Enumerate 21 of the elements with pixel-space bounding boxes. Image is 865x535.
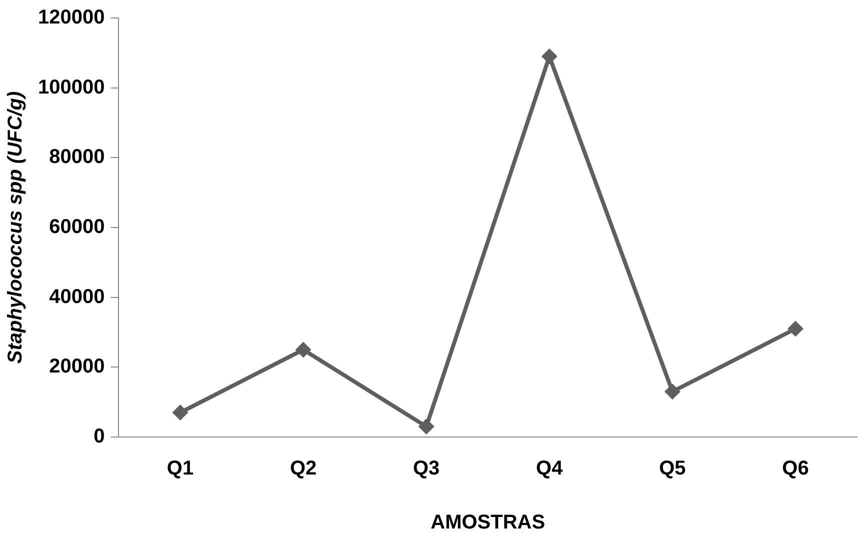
point <box>418 418 434 435</box>
y-tick-label: 0 <box>94 426 105 448</box>
y-tick-label: 80000 <box>49 146 105 168</box>
x-tick-label: Q1 <box>166 458 194 480</box>
y-tick-label: 100000 <box>38 76 105 98</box>
x-tick-label: Q4 <box>536 458 564 480</box>
point <box>172 404 188 421</box>
y-tick-label: 120000 <box>38 6 105 29</box>
x-tick-label: Q2 <box>290 458 317 480</box>
x-tick-label: Q3 <box>413 458 440 480</box>
y-axis-title: Staphylococcus spp (UFC/g) <box>4 91 27 364</box>
y-tick-label: 40000 <box>49 286 105 308</box>
y-tick-label: 20000 <box>49 356 105 378</box>
x-tick-label: Q6 <box>782 458 809 480</box>
point <box>541 48 558 64</box>
point <box>664 384 680 400</box>
x-tick-label: Q5 <box>659 458 686 480</box>
y-tick-label: 60000 <box>49 216 105 238</box>
point <box>787 320 804 337</box>
point <box>295 342 312 358</box>
x-axis-title: AMOSTRAS <box>430 512 546 534</box>
